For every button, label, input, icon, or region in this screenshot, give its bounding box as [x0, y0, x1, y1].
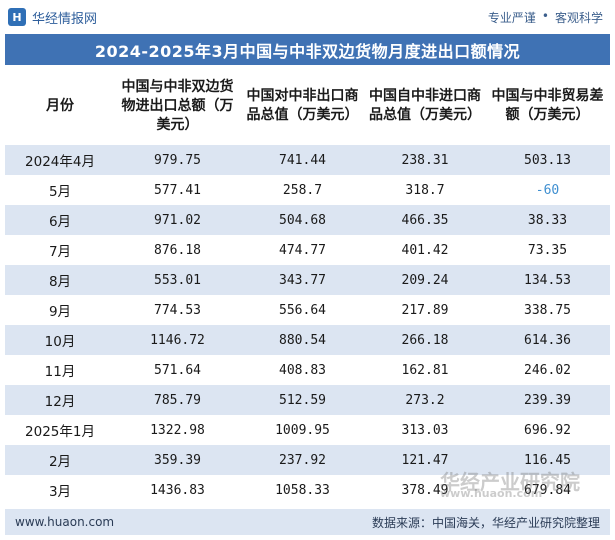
brand[interactable]: H 华经情报网 [8, 8, 97, 27]
value-cell: 577.41 [115, 175, 240, 205]
value-cell: 121.47 [365, 445, 485, 475]
value-cell: 1009.95 [240, 415, 365, 445]
month-cell: 9月 [5, 295, 115, 325]
trade-table: 月份 中国与中非双边货物进出口总额（万美元） 中国对中非出口商品总值（万美元） 中国自… [5, 67, 610, 505]
value-cell: 209.24 [365, 265, 485, 295]
value-cell: 238.31 [365, 145, 485, 175]
column-header-1: 中国与中非双边货物进出口总额（万美元） [115, 67, 240, 145]
value-cell: 1058.33 [240, 475, 365, 505]
table-row: 9月 774.53 556.64 217.89 338.75 [5, 295, 610, 325]
value-cell: 237.92 [240, 445, 365, 475]
month-cell: 2月 [5, 445, 115, 475]
value-cell: 318.7 [365, 175, 485, 205]
value-cell: 116.45 [485, 445, 610, 475]
table-row: 8月 553.01 343.77 209.24 134.53 [5, 265, 610, 295]
value-cell: 696.92 [485, 415, 610, 445]
value-cell: 876.18 [115, 235, 240, 265]
value-cell: 679.84 [485, 475, 610, 505]
column-header-3: 中国自中非进口商品总值（万美元） [365, 67, 485, 145]
value-cell: 378.49 [365, 475, 485, 505]
brand-name: 华经情报网 [32, 11, 98, 27]
value-cell: 73.35 [485, 235, 610, 265]
brand-logo-icon: H [8, 8, 26, 26]
month-cell: 11月 [5, 355, 115, 385]
value-cell: 408.83 [240, 355, 365, 385]
table-row: 11月 571.64 408.83 162.81 246.02 [5, 355, 610, 385]
tagline: 专业严谨 • 客观科学 [488, 9, 603, 26]
month-cell: 8月 [5, 265, 115, 295]
value-cell: 553.01 [115, 265, 240, 295]
table-title: 2024-2025年3月中国与中非双边货物月度进出口额情况 [5, 34, 610, 65]
month-cell: 2024年4月 [5, 145, 115, 175]
tagline-left: 专业严谨 [487, 10, 536, 25]
value-cell: 774.53 [115, 295, 240, 325]
value-cell: 239.39 [485, 385, 610, 415]
value-cell: 401.42 [365, 235, 485, 265]
value-cell: 359.39 [115, 445, 240, 475]
value-cell: 338.75 [485, 295, 610, 325]
table-row: 10月 1146.72 880.54 266.18 614.36 [5, 325, 610, 355]
value-cell: 313.03 [365, 415, 485, 445]
value-cell: 504.68 [240, 205, 365, 235]
table-row: 6月 971.02 504.68 466.35 38.33 [5, 205, 610, 235]
value-cell: 503.13 [485, 145, 610, 175]
value-cell: 571.64 [115, 355, 240, 385]
table-row: 2025年1月 1322.98 1009.95 313.03 696.92 [5, 415, 610, 445]
footer-url[interactable]: www.huaon.com [15, 515, 115, 529]
top-bar: H 华经情报网 专业严谨 • 客观科学 [0, 0, 615, 34]
value-cell: 474.77 [240, 235, 365, 265]
value-cell: 512.59 [240, 385, 365, 415]
value-cell: 217.89 [365, 295, 485, 325]
value-cell: 466.35 [365, 205, 485, 235]
month-cell: 2025年1月 [5, 415, 115, 445]
value-cell: 880.54 [240, 325, 365, 355]
value-cell: 38.33 [485, 205, 610, 235]
value-cell: 556.64 [240, 295, 365, 325]
month-cell: 12月 [5, 385, 115, 415]
table-row: 2024年4月 979.75 741.44 238.31 503.13 [5, 145, 610, 175]
month-cell: 6月 [5, 205, 115, 235]
month-cell: 5月 [5, 175, 115, 205]
value-cell: 1146.72 [115, 325, 240, 355]
month-cell: 3月 [5, 475, 115, 505]
value-cell: 741.44 [240, 145, 365, 175]
value-cell: 1436.83 [115, 475, 240, 505]
column-header-month: 月份 [5, 67, 115, 145]
month-cell: 10月 [5, 325, 115, 355]
column-header-4: 中国与中非贸易差额（万美元） [485, 67, 610, 145]
table-row: 3月 1436.83 1058.33 378.49 679.84 [5, 475, 610, 505]
value-cell: 1322.98 [115, 415, 240, 445]
footer-source: 数据来源：中国海关，华经产业研究院整理 [371, 515, 600, 530]
tagline-separator: • [541, 8, 549, 23]
value-cell: 246.02 [485, 355, 610, 385]
table-row: 5月 577.41 258.7 318.7 -60 [5, 175, 610, 205]
table-body: 2024年4月 979.75 741.44 238.31 503.13 5月 577.41 2… [5, 145, 610, 505]
value-cell: 971.02 [115, 205, 240, 235]
table-row: 7月 876.18 474.77 401.42 73.35 [5, 235, 610, 265]
value-cell: 134.53 [485, 265, 610, 295]
value-cell: 266.18 [365, 325, 485, 355]
table-row: 12月 785.79 512.59 273.2 239.39 [5, 385, 610, 415]
value-cell: 785.79 [115, 385, 240, 415]
value-cell: 614.36 [485, 325, 610, 355]
column-header-2: 中国对中非出口商品总值（万美元） [240, 67, 365, 145]
value-cell: 979.75 [115, 145, 240, 175]
month-cell: 7月 [5, 235, 115, 265]
value-cell: 343.77 [240, 265, 365, 295]
value-cell: -60 [485, 175, 610, 205]
footer: www.huaon.com 数据来源：中国海关，华经产业研究院整理 [5, 509, 610, 535]
table-header-row: 月份 中国与中非双边货物进出口总额（万美元） 中国对中非出口商品总值（万美元） 中国自… [5, 67, 610, 145]
value-cell: 162.81 [365, 355, 485, 385]
tagline-right: 客观科学 [554, 10, 603, 25]
value-cell: 273.2 [365, 385, 485, 415]
value-cell: 258.7 [240, 175, 365, 205]
table-row: 2月 359.39 237.92 121.47 116.45 [5, 445, 610, 475]
